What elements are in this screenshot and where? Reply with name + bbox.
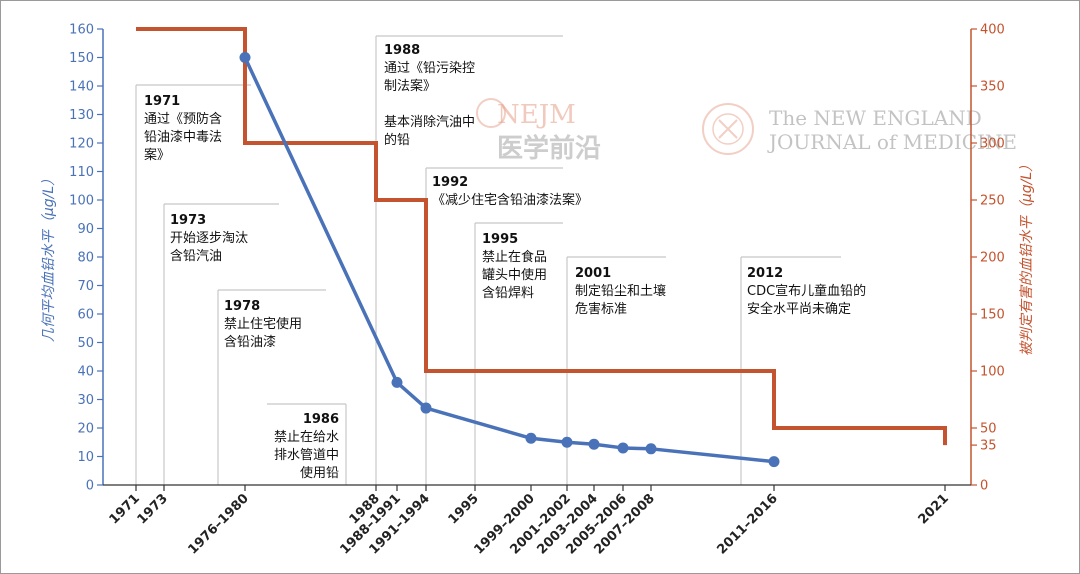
annotation-text: 《减少住宅含铅油漆法案》: [432, 192, 588, 208]
y-left-tick-label: 120: [69, 137, 94, 152]
y-right-tick-label: 300: [980, 137, 1005, 152]
watermark: NEJM 医学前沿 The NEW ENGLAND JOURNAL of MED…: [476, 98, 1017, 164]
annotation-text: 含铅油漆: [224, 334, 276, 350]
annotation-text: 含铅汽油: [170, 248, 222, 264]
annotation-text: 制法案》: [384, 79, 436, 94]
x-tick-label: 2021: [916, 491, 952, 527]
blood-lead-data-point: [645, 443, 657, 455]
x-tick-label: 1976–1980: [185, 491, 251, 557]
blood-lead-data-point: [561, 436, 573, 448]
y-left-tick-label: 10: [77, 450, 94, 465]
blood-lead-data-point: [617, 442, 629, 454]
y-left-tick-label: 40: [77, 365, 94, 380]
blood-lead-data-point: [420, 402, 432, 414]
annotation-year: 2001: [575, 266, 611, 281]
journal-seal-icon: [702, 103, 754, 155]
x-tick-label: 1971: [107, 491, 143, 527]
y-right-tick-label: 150: [980, 308, 1005, 323]
watermark-nejm: NEJM: [497, 100, 576, 130]
blood-lead-data-point: [768, 456, 780, 468]
y-left-tick-label: 20: [77, 422, 94, 437]
annotation-year: 1986: [303, 412, 339, 427]
annotation-text: 使用铅: [300, 465, 339, 481]
annotation-year: 1978: [224, 299, 260, 314]
y-left-tick-label: 0: [86, 479, 94, 494]
y-right-tick-label: 35: [980, 439, 997, 454]
annotation-year: 1995: [482, 232, 518, 247]
y-left-tick-label: 150: [69, 51, 94, 66]
y-left-tick-label: 130: [69, 108, 94, 123]
y-right-tick-label: 400: [980, 23, 1005, 38]
annotation-text: 的铅: [384, 132, 410, 148]
watermark-journal-line2: JOURNAL of MEDICINE: [767, 130, 1017, 154]
annotation-text: 安全水平尚未确定: [747, 301, 851, 317]
x-tick-label: 2011–2016: [714, 491, 780, 557]
watermark-cn: 医学前沿: [497, 133, 601, 164]
annotation-year: 1971: [144, 94, 180, 109]
y-right-tick-label: 50: [980, 422, 997, 437]
annotation-year: 2012: [747, 266, 783, 281]
blood-lead-data-point: [588, 438, 600, 450]
annotation-text: 禁止在食品: [482, 249, 547, 265]
annotation-1992: 1992 《减少住宅含铅油漆法案》: [425, 167, 588, 485]
y-left-tick-label: 80: [77, 251, 94, 266]
y-right-tick-label: 200: [980, 251, 1005, 266]
annotation-text: 基本消除汽油中: [384, 115, 475, 130]
annotation-text: 制定铅尘和土壤: [575, 283, 666, 299]
annotation-text: CDC宣布儿童血铅的: [747, 283, 866, 299]
annotation-text: 罐头中使用: [482, 267, 547, 283]
y-left-tick-label: 70: [77, 279, 94, 294]
y-right-tick-label: 250: [980, 194, 1005, 209]
annotation-year: 1992: [432, 175, 468, 190]
journal-seal-inner-icon: [712, 113, 744, 145]
blood-lead-data-point: [525, 432, 537, 444]
y-left-tick-label: 110: [69, 165, 94, 180]
x-tick-label: 1973: [135, 491, 171, 527]
annotation-text: 通过《预防含: [144, 111, 222, 127]
annotation-text: 排水管道中: [274, 448, 339, 463]
blood-lead-data-point: [239, 52, 251, 63]
y-right-tick-label: 350: [980, 80, 1005, 95]
nejm-watermark-icon: [476, 98, 506, 128]
annotation-text: 通过《铅污染控: [384, 61, 475, 76]
annotation-text: 铅油漆中毒法: [144, 129, 222, 145]
threshold-step-line: [136, 27, 947, 446]
y-left-tick-label: 160: [69, 23, 94, 38]
annotation-text: 含铅焊料: [482, 285, 534, 301]
annotation-text: 禁止在给水: [274, 430, 339, 445]
y-right-tick-label: 100: [980, 365, 1005, 380]
y-left-tick-label: 140: [69, 80, 94, 95]
y-left-tick-label: 50: [77, 336, 94, 351]
annotation-year: 1973: [170, 213, 206, 228]
y-left-axis-label: 几何平均血铅水平（μg/L）: [41, 172, 57, 342]
watermark-journal-line1: The NEW ENGLAND: [769, 106, 982, 130]
y-left-tick-label: 60: [77, 308, 94, 323]
y-left-tick-label: 90: [77, 222, 94, 237]
y-right-axis-label: 被判定有害的血铅水平（μg/L）: [1019, 158, 1035, 356]
annotation-text: 危害标准: [575, 301, 627, 317]
series: [135, 27, 947, 468]
y-left-tick-label: 30: [77, 393, 94, 408]
y-left-tick-label: 100: [69, 194, 94, 209]
annotation-text: 开始逐步淘汰: [170, 231, 248, 246]
y-right-tick-label: 0: [980, 479, 988, 494]
annotation-text: 案》: [144, 148, 170, 163]
blood-lead-data-point: [391, 376, 403, 388]
annotation-text: 禁止住宅使用: [224, 316, 302, 332]
x-tick-label: 1995: [446, 491, 482, 527]
journal-seal-cross-icon: [718, 119, 738, 139]
annotation-year: 1988: [384, 43, 420, 58]
